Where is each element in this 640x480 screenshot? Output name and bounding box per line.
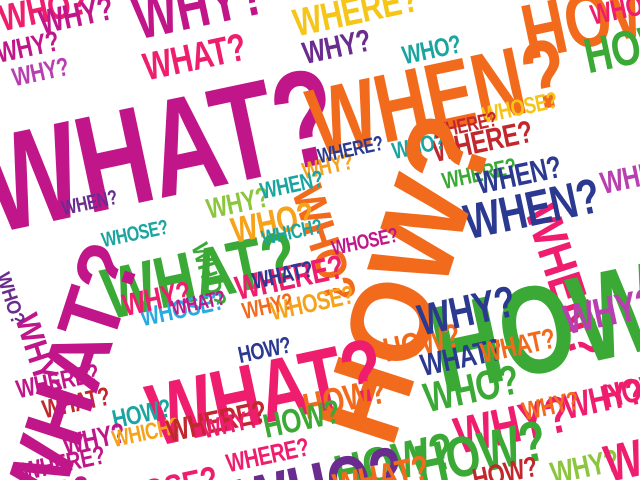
word: WHO?	[0, 269, 30, 327]
word: WHY?	[599, 413, 640, 480]
word: WHEN?	[597, 149, 640, 202]
